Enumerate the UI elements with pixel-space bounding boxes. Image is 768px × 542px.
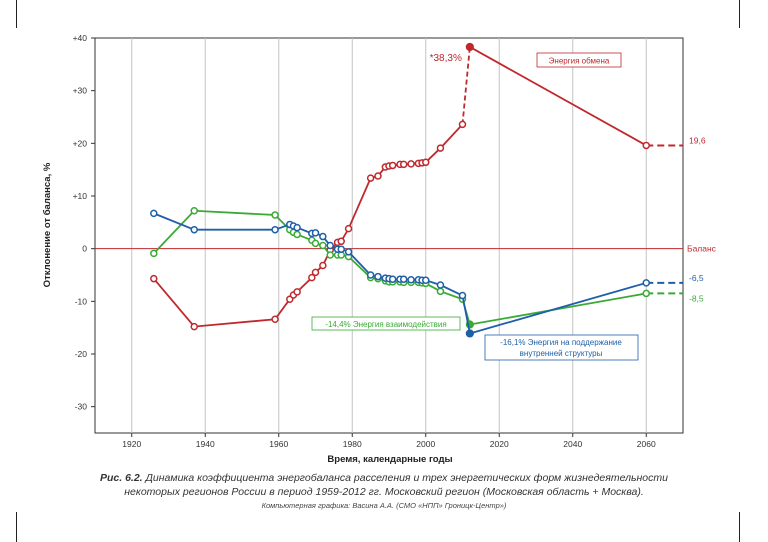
chart: 1920 1940 1960 1980 2000 2020 2040 2060 +40 +30 +2… xyxy=(42,33,717,465)
data-point xyxy=(311,268,320,277)
data-point xyxy=(374,272,382,281)
figure-credit: Компьютерная графика: Васина А.А. (СМО «… xyxy=(261,501,507,510)
data-point xyxy=(436,287,445,296)
data-point xyxy=(190,322,198,331)
legend-box-label: Энергия обмена xyxy=(549,57,610,66)
data-point xyxy=(311,229,320,237)
data-point xyxy=(422,276,430,285)
figure-number: Рис. 6.2. xyxy=(99,472,143,484)
data-point xyxy=(344,248,353,256)
page-edge-right-bottom xyxy=(739,512,740,542)
data-point xyxy=(374,172,382,180)
data-point xyxy=(150,249,158,258)
x-tick-label: 2040 xyxy=(563,439,582,449)
series-0 xyxy=(150,42,683,331)
data-point xyxy=(399,275,408,283)
series-2 xyxy=(150,209,683,338)
projection-point xyxy=(642,141,650,150)
series xyxy=(150,42,683,338)
axes: 1920 1940 1960 1980 2000 2020 2040 2060 +40 +30 +2… xyxy=(73,33,656,449)
caption-text-1: Динамика коэффициента энергобаланса расс… xyxy=(145,472,668,484)
interaction-label: -14,4% Энергия взаимодействия xyxy=(325,320,446,329)
data-point xyxy=(190,206,198,215)
page-edge-right-top xyxy=(739,0,740,28)
data-point xyxy=(326,251,334,259)
data-point xyxy=(308,273,316,282)
y-tick-label: 0 xyxy=(82,244,87,254)
data-point xyxy=(271,211,279,219)
y-tick-label: +30 xyxy=(73,86,88,96)
baseline: Баланс xyxy=(95,244,717,254)
plot-area xyxy=(94,37,684,434)
data-point xyxy=(150,209,158,218)
data-point xyxy=(407,275,415,284)
x-tick-label: 1960 xyxy=(269,439,288,449)
end-value-label: -6,5 xyxy=(689,273,704,283)
y-tick-label: +20 xyxy=(73,138,88,148)
data-point xyxy=(319,232,327,241)
end-value-label: -8,5 xyxy=(689,293,704,303)
data-point xyxy=(344,224,353,233)
figure-caption-line1: Рис. 6.2. Динамика коэффициента энергоба… xyxy=(0,472,768,485)
x-tick-label: 2000 xyxy=(416,439,435,449)
structure-label-box xyxy=(484,334,639,361)
y-tick-label: +10 xyxy=(73,191,88,201)
x-tick-label: 1920 xyxy=(122,439,141,449)
data-point xyxy=(399,160,408,169)
data-point xyxy=(422,158,430,167)
data-point xyxy=(337,237,345,246)
projection-point xyxy=(642,289,650,298)
x-tick-label: 1940 xyxy=(196,439,215,449)
data-point xyxy=(388,275,397,283)
data-point xyxy=(436,144,445,152)
data-point xyxy=(366,271,375,279)
structure-label-line2: внутренней структуры xyxy=(520,349,603,358)
y-tick-label: -10 xyxy=(75,296,88,306)
data-point xyxy=(311,239,320,248)
data-point xyxy=(319,261,327,270)
data-point xyxy=(319,241,327,250)
special-point xyxy=(465,42,474,52)
data-point xyxy=(150,274,158,283)
data-point xyxy=(366,174,375,182)
data-point xyxy=(271,315,279,323)
data-point xyxy=(326,241,334,250)
series-projection-line xyxy=(469,46,647,147)
data-point xyxy=(293,230,301,239)
data-point xyxy=(436,281,445,289)
series-dashed-segment xyxy=(461,46,471,125)
figure-caption-line2: некоторых регионов России в период 1959-… xyxy=(124,486,644,498)
data-point xyxy=(190,225,198,234)
x-tick-label: 2020 xyxy=(490,439,509,449)
legend-box xyxy=(536,52,622,68)
projection-point xyxy=(642,279,650,287)
data-point xyxy=(458,120,467,129)
structure-label-line1: -16,1% Энергия на поддержание xyxy=(500,338,622,347)
data-point xyxy=(337,245,345,253)
data-point xyxy=(271,225,279,234)
x-tick-label: 2060 xyxy=(637,439,656,449)
balance-label: Баланс xyxy=(687,244,717,254)
page-edge-left-bottom xyxy=(16,512,17,542)
y-tick-label: +40 xyxy=(73,33,88,43)
end-value-label: 19,6 xyxy=(689,135,706,145)
page-edge-left-top xyxy=(16,0,17,28)
interaction-label-box xyxy=(311,316,461,331)
y-axis-label: Отклонение от баланса, % xyxy=(42,162,53,287)
special-point xyxy=(465,329,474,338)
data-point xyxy=(293,223,301,232)
y-tick-label: -20 xyxy=(75,349,88,359)
annotations: 19,6 -8,5 -6,5 *38,3% Энергия обмена -14,4% Э… xyxy=(311,52,706,361)
data-point xyxy=(293,288,301,296)
y-tick-label: -30 xyxy=(75,402,88,412)
data-point xyxy=(407,160,415,168)
data-point xyxy=(388,161,397,170)
x-axis-label: Время, календарные годы xyxy=(327,454,452,465)
peak-value-label: *38,3% xyxy=(430,53,462,64)
x-tick-label: 1980 xyxy=(343,439,362,449)
data-point xyxy=(458,291,467,300)
